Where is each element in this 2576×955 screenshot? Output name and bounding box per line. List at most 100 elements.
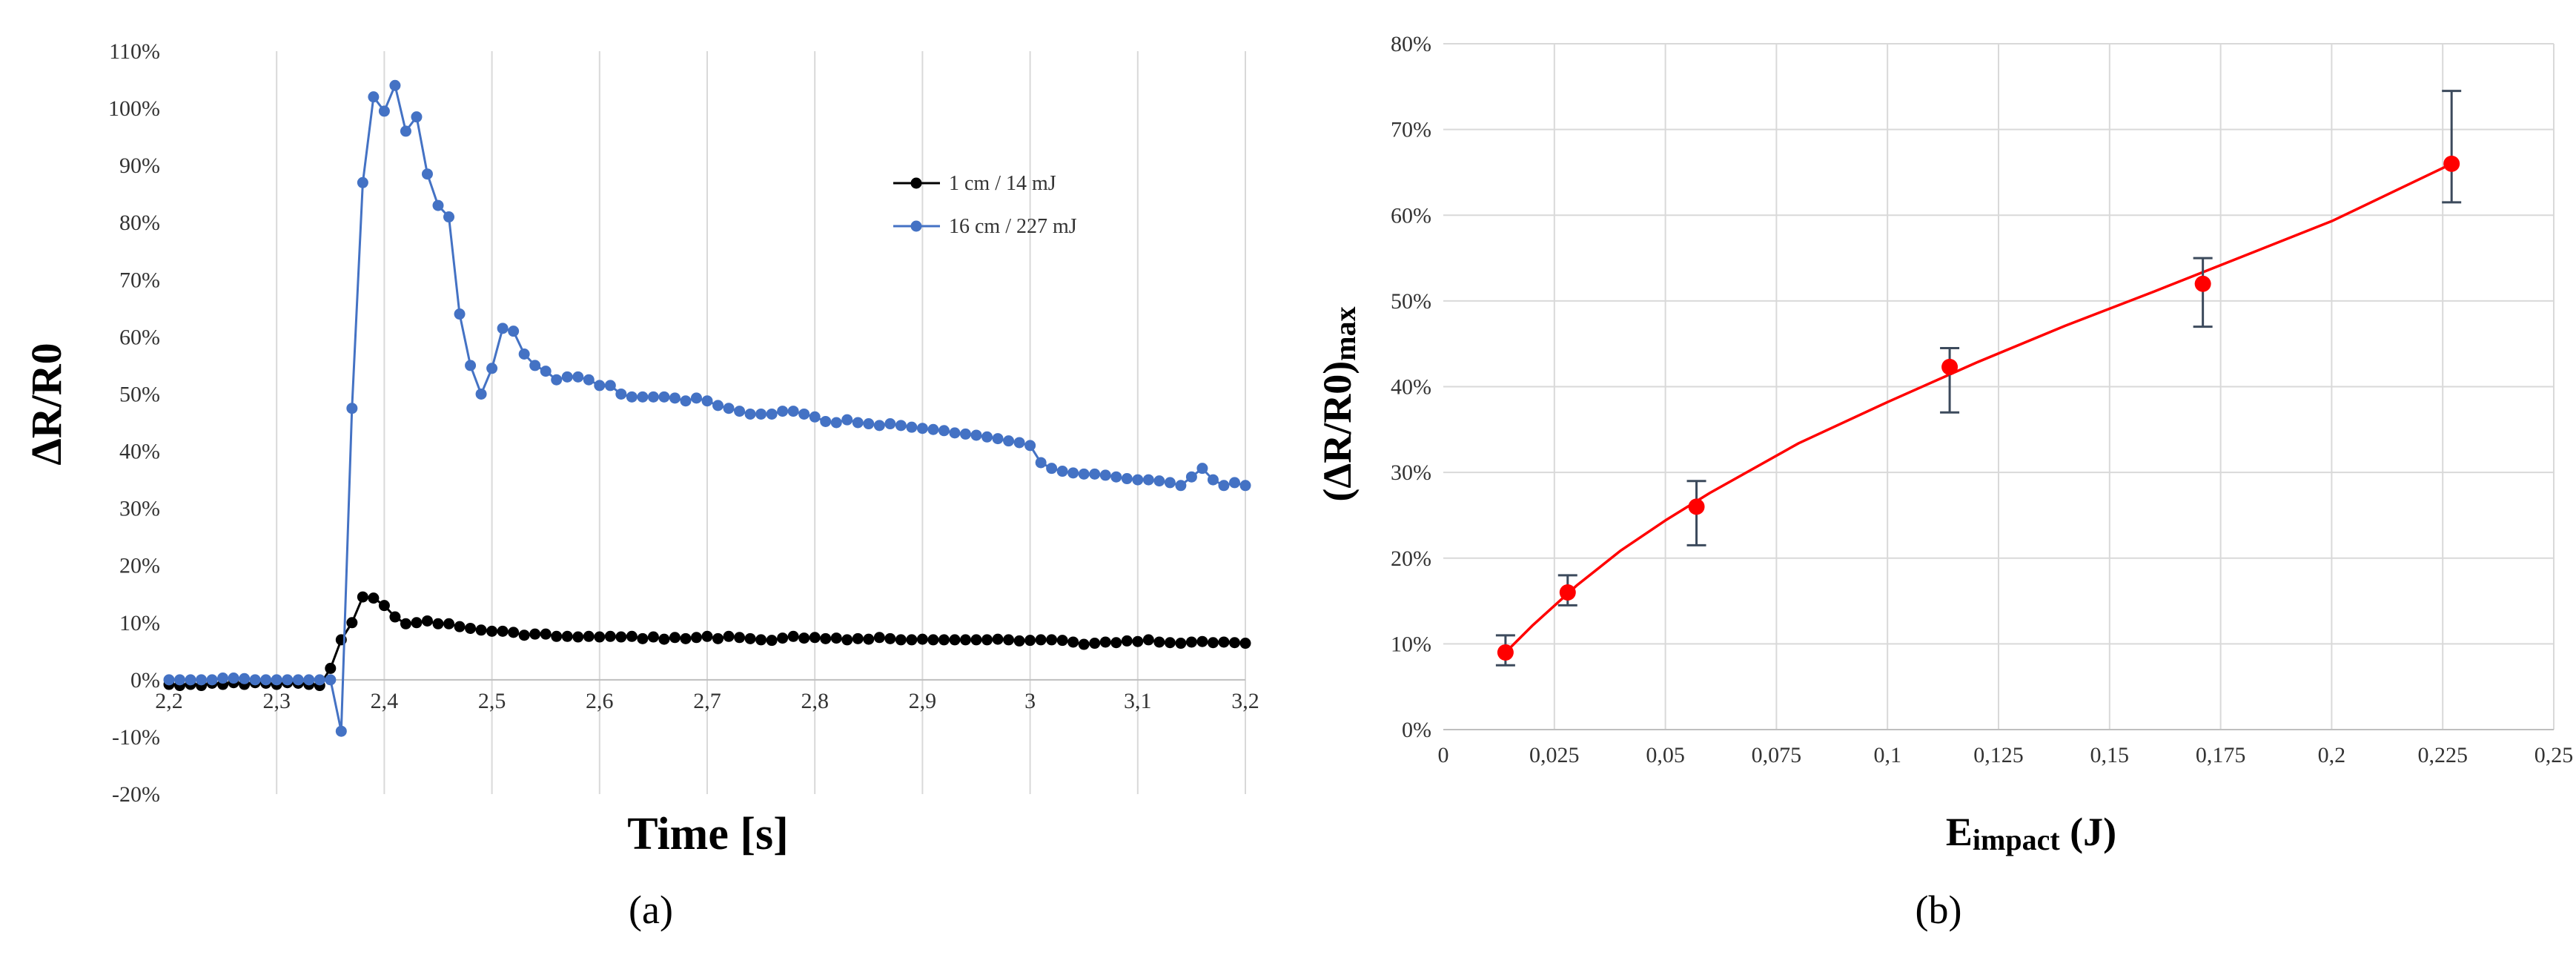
chart-a-data-point [1142, 474, 1154, 486]
chart-a-data-point [830, 632, 842, 644]
chart-a-y-tick-label: 0% [130, 668, 160, 693]
chart-a-series-1 [163, 591, 1251, 692]
chart-a-data-point [163, 674, 175, 686]
chart-a-data-point [465, 622, 477, 634]
chart-a-data-point [1121, 635, 1133, 647]
chart-a-data-point [432, 199, 444, 211]
chart-a-data-point [1013, 635, 1025, 647]
chart-b-x-tick-label: 0,1 [1873, 743, 1901, 767]
chart-b-point-group [1557, 574, 1577, 607]
chart-a-data-point [734, 406, 746, 417]
chart-a-data-point [766, 635, 778, 647]
chart-a-data-point [228, 673, 239, 684]
chart-a-data-point [1099, 636, 1111, 648]
chart-a-data-point [669, 632, 681, 644]
chart-b-x-axis-title-main: E [1946, 810, 1973, 854]
chart-a-y-tick-label: 50% [119, 382, 160, 406]
chart-a-data-point [927, 423, 939, 435]
chart-a-data-point [884, 632, 896, 644]
chart-a-data-point [647, 631, 659, 643]
chart-a-data-point [626, 391, 638, 403]
chart-a-y-tick-label: 110% [109, 39, 160, 64]
chart-a-data-point [400, 618, 411, 629]
chart-a-data-point [604, 630, 616, 642]
chart-a-data-point [970, 634, 982, 646]
chart-b-point-group [2193, 257, 2213, 328]
chart-a-data-point [626, 630, 638, 642]
chart-a-data-point [1196, 635, 1208, 647]
chart-a-x-tick-label: 2,3 [262, 689, 291, 713]
chart-a-data-point [185, 674, 196, 686]
chart-a-data-point [572, 631, 584, 643]
chart-a-data-point [1132, 635, 1144, 647]
chart-a-data-point [820, 632, 832, 644]
chart-a-data-point [594, 380, 606, 391]
chart-a-data-point [174, 674, 186, 686]
chart-a-data-point [615, 388, 627, 400]
chart-a-data-point [583, 630, 595, 642]
chart-a-panel-label: (a) [629, 888, 673, 932]
chart-b-y-tick-label: 50% [1391, 289, 1431, 314]
chart-a-data-point [992, 633, 1004, 645]
chart-b-x-tick-label: 0,05 [1646, 743, 1685, 767]
chart-a-data-point [787, 406, 799, 417]
chart-b-y-axis-title: (ΔR/R0)max [1315, 306, 1362, 501]
chart-a-y-ticks: -20% -10% 0% 10% 20% 30% 40% 50% 60% 70% 80% 90% 100… [108, 39, 160, 807]
chart-a-data-point [734, 632, 746, 644]
chart-a-data-point [798, 408, 810, 420]
chart-a-data-point [637, 391, 649, 403]
chart-a-y-tick-label: 90% [119, 153, 160, 178]
chart-b-data-point [2443, 155, 2460, 172]
chart-a-data-point [249, 674, 261, 686]
chart-a-data-point [1003, 435, 1015, 447]
chart-a-data-point [529, 360, 541, 371]
chart-a-data-point [701, 395, 713, 407]
chart-a-data-point [1132, 474, 1144, 486]
chart-b-y-ticks: 0% 10% 20% 30% 40% 50% 60% 70% 80% [1391, 32, 1431, 742]
chart-a-data-point [723, 403, 735, 414]
chart-a-data-point [1121, 473, 1133, 485]
chart-a-data-point [1067, 636, 1079, 648]
chart-b-y-tick-label: 30% [1391, 460, 1431, 485]
chart-a-x-axis-title: Time [s] [627, 809, 789, 859]
chart-a-data-point [1153, 636, 1165, 648]
chart-b-x-ticks: 0 0,025 0,05 0,075 0,1 0,125 0,15 0,175 0,2 0,225… [1438, 743, 2574, 767]
chart-a-data-point [508, 326, 520, 337]
chart-a-data-point [421, 168, 433, 180]
chart-a-data-point [1153, 475, 1165, 487]
chart-b-y-tick-label: 80% [1391, 32, 1431, 56]
chart-a-data-point [486, 625, 498, 637]
chart-b-data-points [1495, 90, 2462, 667]
chart-a-data-point [1175, 638, 1187, 650]
chart-a-data-point [465, 360, 477, 371]
chart-b-point-group [1940, 346, 1960, 414]
chart-a-y-tick-label: -10% [112, 725, 160, 750]
chart-a-data-point [497, 625, 509, 637]
chart-a-data-point [486, 363, 498, 374]
chart-a-data-point [1099, 469, 1111, 481]
chart-a-data-point [981, 634, 993, 646]
chart-a-y-tick-label: -20% [112, 782, 160, 807]
chart-a-data-point [1228, 477, 1240, 489]
chart-a-data-point [378, 600, 390, 612]
chart-a-data-point [1164, 477, 1176, 489]
chart-a-data-point [949, 634, 961, 646]
chart-a-data-point [271, 674, 282, 686]
chart-a-data-point [335, 725, 347, 737]
chart-a-data-point [1218, 636, 1230, 648]
chart-a-data-point [852, 632, 864, 644]
chart-a-x-tick-label: 2,5 [478, 689, 506, 713]
chart-a-data-point [680, 632, 692, 644]
chart-b-x-tick-label: 0,025 [1529, 743, 1580, 767]
chart-a-data-point [540, 628, 552, 640]
chart-a-data-point [755, 408, 767, 420]
chart-a-data-point [744, 632, 756, 644]
chart-b-x-tick-label: 0,075 [1752, 743, 1802, 767]
chart-a-data-point [260, 674, 272, 686]
chart-a-data-point [346, 403, 358, 414]
chart-a-data-point [873, 632, 885, 644]
chart-a-data-point [497, 323, 509, 334]
chart-a-data-point [841, 414, 853, 426]
chart-a-data-point [292, 674, 304, 686]
chart-b-point-group [1686, 480, 1706, 546]
